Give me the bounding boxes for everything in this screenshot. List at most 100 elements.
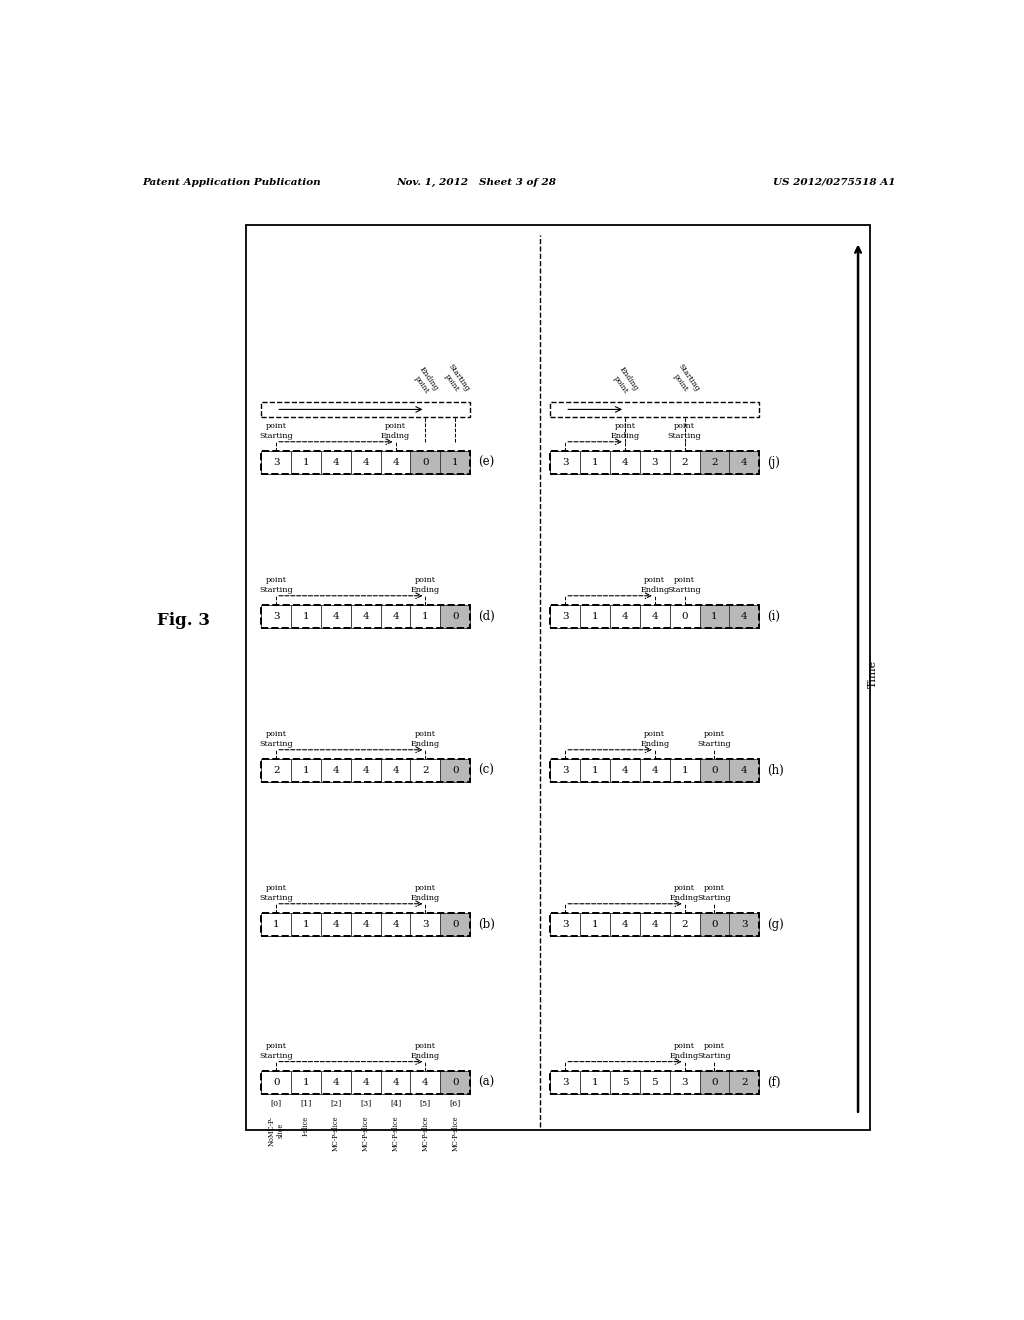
Bar [670, 1071, 699, 1094]
Bar [729, 913, 759, 936]
Bar [610, 1071, 640, 1094]
Text: [0]: [0] [270, 1100, 282, 1107]
Bar [291, 1071, 321, 1094]
Text: 4: 4 [362, 1078, 369, 1086]
Text: NoMC-P-
slice: NoMC-P- slice [267, 1115, 285, 1146]
Bar [411, 759, 440, 781]
Text: Starting: Starting [697, 741, 731, 748]
Bar [261, 759, 470, 781]
Bar [381, 451, 411, 474]
Text: 3: 3 [562, 920, 568, 929]
Text: 1: 1 [303, 612, 309, 620]
Text: (j): (j) [767, 455, 780, 469]
Bar [640, 451, 670, 474]
Text: 4: 4 [362, 766, 369, 775]
Text: Starting: Starting [668, 586, 701, 594]
Bar [670, 759, 699, 781]
Text: 0: 0 [452, 920, 459, 929]
Bar [699, 913, 729, 936]
Text: Starting
point: Starting point [669, 362, 700, 397]
Text: 4: 4 [362, 612, 369, 620]
Bar [411, 451, 440, 474]
Text: (b): (b) [478, 917, 495, 931]
Bar [351, 451, 381, 474]
Text: 3: 3 [741, 920, 748, 929]
Text: 4: 4 [741, 458, 748, 467]
Bar [550, 1071, 581, 1094]
Bar [291, 759, 321, 781]
Bar [440, 759, 470, 781]
Text: 4: 4 [622, 458, 629, 467]
Text: point: point [703, 1041, 725, 1051]
Text: 4: 4 [333, 612, 339, 620]
Text: 3: 3 [562, 458, 568, 467]
Text: 2: 2 [273, 766, 280, 775]
Text: [6]: [6] [450, 1100, 461, 1107]
Text: 4: 4 [362, 458, 369, 467]
Text: point: point [674, 1041, 695, 1051]
Text: point: point [265, 422, 287, 430]
Text: 3: 3 [651, 458, 658, 467]
Text: MC-P-slice: MC-P-slice [391, 1115, 399, 1151]
Text: 4: 4 [741, 766, 748, 775]
Text: Time: Time [868, 660, 879, 688]
Text: 4: 4 [392, 920, 399, 929]
Text: Starting
point: Starting point [439, 362, 471, 397]
Bar [440, 1071, 470, 1094]
Text: 4: 4 [333, 458, 339, 467]
Bar [261, 605, 470, 628]
Bar [670, 605, 699, 628]
Bar [550, 401, 759, 417]
Bar [381, 913, 411, 936]
Text: 4: 4 [392, 766, 399, 775]
Text: (e): (e) [478, 455, 495, 469]
Text: 0: 0 [712, 1078, 718, 1086]
Text: 1: 1 [592, 458, 598, 467]
Text: Ending: Ending [640, 741, 670, 748]
Text: 2: 2 [681, 920, 688, 929]
Text: 4: 4 [622, 612, 629, 620]
Text: point: point [674, 577, 695, 585]
Text: 1: 1 [592, 1078, 598, 1086]
Bar [550, 451, 581, 474]
Text: [5]: [5] [420, 1100, 431, 1107]
Text: [2]: [2] [330, 1100, 342, 1107]
Text: point: point [385, 422, 407, 430]
Text: 3: 3 [562, 1078, 568, 1086]
Text: 4: 4 [651, 612, 658, 620]
Bar [261, 1071, 470, 1094]
Text: point: point [644, 730, 666, 738]
Bar [261, 605, 291, 628]
Text: Ending: Ending [640, 586, 670, 594]
Bar [550, 1071, 759, 1094]
Bar [261, 451, 470, 474]
Bar [261, 1071, 291, 1094]
Text: 3: 3 [562, 612, 568, 620]
Bar [440, 913, 470, 936]
Bar [699, 451, 729, 474]
Bar [610, 759, 640, 781]
Bar [699, 759, 729, 781]
Bar [699, 1071, 729, 1094]
Text: point: point [703, 730, 725, 738]
Text: Fig. 3: Fig. 3 [158, 612, 210, 628]
Text: point: point [415, 730, 436, 738]
Bar [351, 1071, 381, 1094]
Text: 4: 4 [651, 920, 658, 929]
Text: 3: 3 [273, 612, 280, 620]
Bar [729, 759, 759, 781]
Text: 0: 0 [422, 458, 429, 467]
Text: Nov. 1, 2012   Sheet 3 of 28: Nov. 1, 2012 Sheet 3 of 28 [396, 178, 557, 186]
Text: 0: 0 [452, 612, 459, 620]
Bar [610, 451, 640, 474]
Text: Starting: Starting [697, 894, 731, 903]
Text: 3: 3 [562, 766, 568, 775]
Text: (h): (h) [767, 764, 783, 777]
Bar [550, 605, 581, 628]
Text: [3]: [3] [360, 1100, 372, 1107]
Text: 0: 0 [273, 1078, 280, 1086]
Bar [381, 605, 411, 628]
Text: Starting: Starting [668, 432, 701, 441]
Bar [699, 605, 729, 628]
Bar [640, 759, 670, 781]
